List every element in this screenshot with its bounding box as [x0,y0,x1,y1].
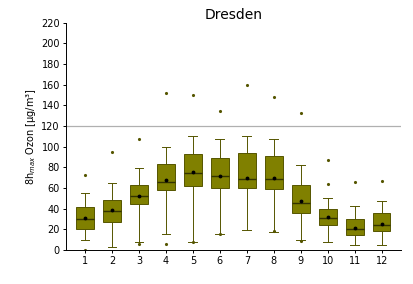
Title: Dresden: Dresden [204,8,262,22]
PathPatch shape [103,200,121,222]
PathPatch shape [346,219,363,235]
PathPatch shape [157,164,175,190]
PathPatch shape [184,154,202,186]
PathPatch shape [76,206,94,229]
PathPatch shape [265,156,282,189]
PathPatch shape [130,185,148,204]
PathPatch shape [211,158,229,188]
PathPatch shape [373,213,391,231]
Y-axis label: 8h$_{max}$ Ozon [μg/m³]: 8h$_{max}$ Ozon [μg/m³] [24,88,38,185]
PathPatch shape [319,209,337,225]
PathPatch shape [238,153,256,188]
PathPatch shape [292,185,310,213]
